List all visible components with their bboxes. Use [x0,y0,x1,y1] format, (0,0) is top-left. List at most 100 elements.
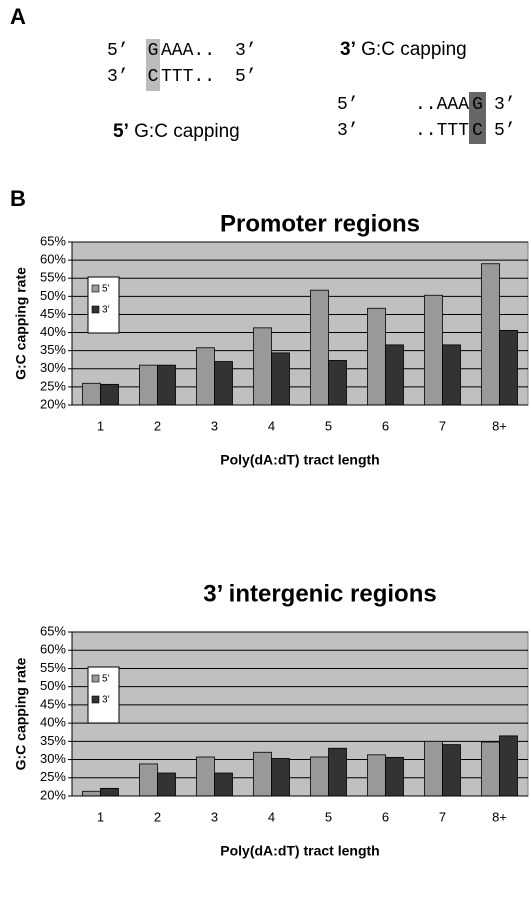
y-tick-label: 30% [40,360,66,375]
bar [196,756,215,797]
left-sequence: 5’ G AAA.. 3’ 3’ C TTT.. 5’ [107,41,257,87]
caption-text: G:C capping [134,121,240,142]
x-tick-label: 2 [154,809,161,824]
x-axis-title: Poly(dA:dT) tract length [220,452,379,468]
legend-label: 3’ [102,695,110,706]
strand-end: 5’ [494,121,516,141]
bar [499,329,518,406]
bar [271,352,290,406]
y-tick-label: 60% [40,642,66,657]
bar [310,289,329,406]
cap-base: C [472,121,483,141]
strand-end: 5’ [235,67,257,87]
bar [424,740,443,797]
panel-label: A [10,4,26,29]
cap-base: G [472,95,483,115]
cap-base: G [148,41,159,61]
strand-end: 5’ [337,95,359,115]
bar [139,364,158,406]
legend-swatch [91,305,100,314]
caption-end: 3’ [340,39,356,60]
cap-highlight [146,39,160,91]
caption-text: G:C capping [361,39,467,60]
bar [424,294,443,406]
x-tick-label: 5 [325,809,332,824]
x-tick-label: 2 [154,418,161,433]
cap-highlight [469,92,486,144]
strand-end: 3’ [337,121,359,141]
bar [271,758,290,797]
strand-end: 5’ [107,41,129,61]
bar [196,347,215,406]
x-tick-label: 4 [268,809,275,824]
x-tick-label: 6 [382,809,389,824]
caption-end: 5’ [113,121,129,142]
bar [328,747,347,797]
y-tick-label: 40% [40,715,66,730]
x-tick-label: 3 [211,809,218,824]
bar [82,382,101,406]
y-tick-label: 55% [40,270,66,285]
y-tick-label: 65% [40,233,66,248]
bar [310,756,329,797]
y-tick-label: 35% [40,342,66,357]
x-axis-title: Poly(dA:dT) tract length [220,843,379,859]
chart-title: Promoter regions [220,210,420,237]
x-tick-label: 1 [97,809,104,824]
bar [253,327,272,406]
y-tick-label: 25% [40,769,66,784]
strand-end: 3’ [494,95,516,115]
strand-end: 3’ [235,41,257,61]
panel-label: B [10,186,26,211]
bar [481,741,500,797]
y-axis-title: G:C capping rate [13,267,29,380]
x-tick-label: 8+ [492,809,507,824]
y-tick-label: 40% [40,324,66,339]
caption: 5’ G:C capping [113,121,240,142]
chart-title: 3’ intergenic regions [203,580,436,607]
x-tick-label: 6 [382,418,389,433]
x-tick-label: 1 [97,418,104,433]
bar [367,754,386,797]
strand-end: 3’ [107,67,129,87]
y-tick-label: 60% [40,252,66,267]
legend-label: 3’ [102,305,110,316]
y-tick-label: 25% [40,378,66,393]
bar [82,790,101,797]
y-tick-label: 45% [40,696,66,711]
bar [157,364,176,406]
sequence: ..TTT [415,121,469,141]
bar [442,744,461,797]
bar [481,263,500,406]
y-tick-label: 35% [40,733,66,748]
x-tick-label: 4 [268,418,275,433]
y-tick-label: 30% [40,751,66,766]
y-tick-label: 50% [40,288,66,303]
bar [367,307,386,406]
bar [100,787,119,797]
bar [214,361,233,406]
sequence: ..AAA [415,95,469,115]
x-tick-label: 7 [439,809,446,824]
cap-base: C [148,67,159,87]
y-tick-label: 20% [40,396,66,411]
bar [385,344,404,406]
bar [499,735,518,797]
bar [214,772,233,797]
bar [385,756,404,797]
x-tick-label: 5 [325,418,332,433]
bar [253,751,272,797]
legend-swatch [91,695,100,704]
legend-swatch [91,674,100,683]
sequence: TTT.. [161,67,215,87]
right-sequence: 5’ ..AAA G 3’ 3’ ..TTT C 5’ [337,95,516,141]
bar [442,344,461,406]
y-axis-title: G:C capping rate [13,657,29,770]
sequence: AAA.. [161,41,215,61]
legend-label: 5’ [102,284,110,295]
y-tick-label: 50% [40,678,66,693]
bar [139,763,158,797]
x-tick-label: 3 [211,418,218,433]
bar [328,360,347,406]
